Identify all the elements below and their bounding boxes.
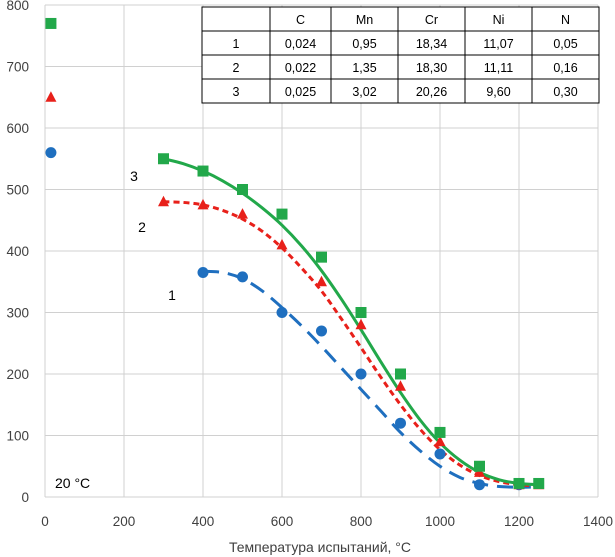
series-1-point [395, 417, 406, 429]
table-cell: 18,34 [416, 37, 447, 51]
y-tick-label: 100 [6, 429, 29, 444]
annotation-20c: 20 °C [55, 475, 90, 491]
table-cell: 9,60 [486, 85, 510, 99]
y-tick-label: 500 [6, 183, 29, 198]
series-1-point [434, 448, 446, 460]
series-2-point [276, 238, 288, 250]
series-3-point [533, 477, 545, 489]
series-2-point [316, 275, 327, 287]
series-3-point [158, 153, 169, 165]
table-cell: 1,35 [352, 61, 376, 75]
table-cell: 2 [233, 61, 240, 75]
series-markers [45, 17, 545, 491]
table-cell: 0,95 [352, 37, 376, 51]
series-2-point [237, 208, 248, 219]
series-3-point [355, 307, 367, 318]
y-tick-label: 200 [6, 367, 29, 382]
series-1-point [45, 147, 57, 159]
table-cell: 20,26 [416, 85, 447, 99]
series-3-point [395, 368, 406, 380]
table-cell: 0,025 [285, 85, 316, 99]
series-3-point [316, 251, 327, 263]
series-3-point [237, 184, 248, 195]
y-tick-label: 600 [6, 121, 29, 136]
series-2-point [355, 318, 367, 330]
table-cell: 0,024 [285, 37, 316, 51]
table-cell: 11,11 [484, 61, 513, 75]
series-2-point [434, 435, 446, 447]
table-cell: 0,022 [285, 61, 316, 75]
x-tick-label: 400 [192, 514, 215, 529]
y-tick-label: 400 [6, 244, 29, 259]
x-axis-title: Температура испытаний, °C [229, 539, 411, 555]
x-tick-label: 1000 [425, 514, 455, 529]
y-tick-label: 800 [6, 0, 29, 13]
series-1-point [316, 325, 327, 337]
series-2-point [395, 380, 406, 391]
table-cell: 11,07 [483, 37, 513, 51]
series-3-point [276, 208, 288, 220]
series-2-point [158, 195, 169, 207]
table-header-cell: N [561, 13, 570, 27]
y-tick-label: 700 [6, 60, 29, 75]
series-label-2: 2 [138, 219, 146, 235]
table-header-cell: Cr [425, 13, 438, 27]
table-cell: 0,30 [553, 85, 577, 99]
table-header-cell: C [296, 13, 305, 27]
x-tick-label: 800 [350, 514, 373, 529]
series-1-point [276, 307, 288, 318]
y-tick-label: 0 [21, 490, 29, 505]
table-cell: 0,05 [553, 37, 577, 51]
series-1-point [474, 479, 485, 491]
table-cell: 3 [233, 85, 240, 99]
y-tick-labels: 0 100 200 300 400 500 600 700 800 [6, 0, 29, 505]
table-header-cell: Ni [493, 13, 505, 27]
x-tick-labels: 0 200 400 600 800 1000 1200 1400 [41, 514, 613, 529]
series-1-point [237, 271, 248, 283]
y-tick-label: 300 [6, 306, 29, 321]
table-cell: 3,02 [352, 85, 376, 99]
series-3-point [197, 165, 209, 177]
series-1-point [197, 267, 209, 279]
x-tick-label: 600 [271, 514, 294, 529]
table-cell: 1 [233, 37, 240, 51]
x-tick-label: 1200 [504, 514, 534, 529]
series-3-point [474, 460, 485, 472]
series-2-point [45, 91, 57, 102]
x-tick-label: 200 [113, 514, 136, 529]
series-label-3: 3 [130, 168, 138, 184]
series-label-1: 1 [168, 287, 176, 303]
series-3-point [434, 426, 446, 438]
series-2-point [197, 198, 209, 210]
composition-table: C Mn Cr Ni N 1 0,024 0,95 18,34 11,07 0,05 2 0,022 1,… [201, 6, 600, 104]
series-3-point [513, 477, 525, 489]
x-tick-label: 0 [41, 514, 49, 529]
table-header-cell: Mn [356, 13, 373, 27]
series-labels: 1 2 3 [130, 168, 176, 303]
series-1-point [355, 368, 367, 380]
table-cell: 18,30 [416, 61, 447, 75]
series-3-point [45, 17, 57, 29]
x-tick-label: 1400 [583, 514, 613, 529]
table-cell: 0,16 [553, 61, 577, 75]
